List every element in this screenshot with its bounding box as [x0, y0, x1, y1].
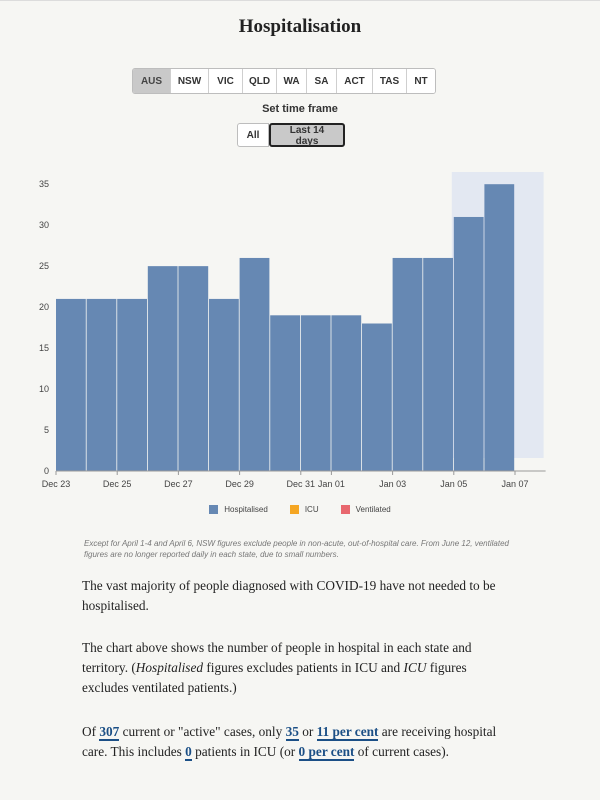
- hospital-count-stat[interactable]: 35: [285, 724, 299, 741]
- state-selector: AUS NSW VIC QLD WA SA ACT TAS NT: [132, 68, 436, 94]
- x-tick-label: Dec 29: [225, 479, 254, 489]
- x-tick-label: Jan 01: [318, 479, 345, 489]
- chart-title: Hospitalisation: [238, 16, 362, 37]
- active-cases-stat[interactable]: 307: [99, 724, 120, 741]
- explainer-em-icu: ICU: [403, 660, 427, 675]
- timeframe-all-button[interactable]: All: [237, 123, 269, 147]
- legend-swatch-icu: [289, 505, 299, 514]
- top-divider: [0, 0, 600, 1]
- paragraph-stats-text: Of 307 current or "active" cases, only 3…: [82, 722, 512, 762]
- bar-hospitalised: [300, 315, 331, 471]
- bar-hospitalised: [86, 298, 117, 471]
- explainer-text-1: The chart above shows the number of peop…: [82, 640, 472, 675]
- y-tick-label: 5: [44, 425, 49, 435]
- hospitalisation-bar-chart: 0 5 10 15 20 25 30 35 Dec 23 Dec 25 Dec 27 Dec 29 De…: [39, 172, 546, 489]
- bar-hospitalised: [423, 257, 453, 471]
- icu-percent-stat[interactable]: 0 per cent: [298, 744, 355, 761]
- y-tick-label: 10: [39, 384, 49, 394]
- state-tab-qld[interactable]: QLD: [243, 69, 277, 93]
- stats-text-4: are receiving hospital care. This includ…: [82, 724, 497, 759]
- state-tab-nsw[interactable]: NSW: [171, 69, 209, 93]
- state-tab-nt[interactable]: NT: [407, 69, 435, 93]
- y-tick-label: 0: [44, 466, 49, 476]
- bar-hospitalised: [270, 315, 300, 471]
- bar-hospitalised: [209, 298, 239, 471]
- stats-text-1: Of: [82, 724, 100, 739]
- bar-hospitalised: [331, 315, 362, 471]
- legend-item-icu: ICU: [289, 505, 319, 514]
- legend-label-icu: ICU: [304, 505, 319, 514]
- state-tab-wa[interactable]: WA: [277, 69, 307, 93]
- legend-item-ventilated: Ventilated: [340, 505, 391, 514]
- x-tick-label: Jan 05: [440, 479, 467, 489]
- bar-hospitalised: [239, 257, 270, 471]
- explainer-em-hospitalised: Hospitalised: [135, 660, 204, 675]
- timeframe-selector: All Last 14 days: [237, 123, 345, 147]
- legend-label-ventilated: Ventilated: [355, 505, 391, 514]
- explainer-text-2: figures excludes patients in ICU and: [203, 660, 404, 675]
- legend-label-hospitalised: Hospitalised: [224, 505, 268, 514]
- paragraph-intro: The vast majority of people diagnosed wi…: [82, 576, 512, 616]
- stats-text-5: patients in ICU (or: [191, 744, 299, 759]
- bar-hospitalised: [117, 298, 147, 471]
- stats-text-6: of current cases).: [354, 744, 449, 759]
- y-tick-label: 15: [39, 343, 49, 353]
- timeframe-last-14-days-button[interactable]: Last 14 days: [269, 123, 345, 147]
- x-tick-label: Jan 07: [501, 479, 528, 489]
- bar-hospitalised: [178, 266, 209, 471]
- legend-swatch-hospitalised: [209, 505, 219, 514]
- x-tick-label: Dec 25: [103, 479, 132, 489]
- x-tick-label: Dec 23: [42, 479, 71, 489]
- bar-hospitalised: [147, 266, 178, 471]
- y-tick-label: 35: [39, 179, 49, 189]
- state-tab-sa[interactable]: SA: [307, 69, 337, 93]
- bar-hospitalised: [56, 298, 86, 471]
- legend-item-hospitalised: Hospitalised: [209, 505, 268, 514]
- bar-hospitalised: [392, 257, 423, 471]
- paragraph-intro-text: The vast majority of people diagnosed wi…: [82, 578, 496, 613]
- bar-hospitalised: [453, 216, 484, 471]
- bar-hospitalised: [362, 323, 392, 471]
- paragraph-stats: Of 307 current or "active" cases, only 3…: [82, 722, 512, 762]
- y-tick-label: 30: [39, 220, 49, 230]
- y-tick-label: 25: [39, 261, 49, 271]
- stats-text-2: current or "active" cases, only: [119, 724, 286, 739]
- paragraph-explainer-text: The chart above shows the number of peop…: [82, 638, 512, 698]
- legend-swatch-ventilated: [340, 505, 350, 514]
- y-tick-label: 20: [39, 302, 49, 312]
- state-tab-aus[interactable]: AUS: [133, 69, 171, 93]
- stats-text-3: or: [298, 724, 317, 739]
- state-tab-act[interactable]: ACT: [337, 69, 373, 93]
- bar-hospitalised: [484, 184, 515, 471]
- chart-legend: Hospitalised ICU Ventilated: [0, 505, 600, 514]
- explainer-text-3: figures excludes ventilated patients.): [82, 660, 467, 695]
- paragraph-explainer: The chart above shows the number of peop…: [82, 638, 512, 698]
- x-tick-label: Dec 31: [287, 479, 316, 489]
- chart-footnote: Except for April 1-4 and April 6, NSW fi…: [84, 539, 509, 559]
- state-tab-vic[interactable]: VIC: [209, 69, 243, 93]
- state-tab-tas[interactable]: TAS: [373, 69, 407, 93]
- x-tick-label: Dec 27: [164, 479, 193, 489]
- timeframe-label: Set time frame: [262, 103, 338, 115]
- icu-count-stat[interactable]: 0: [185, 744, 192, 761]
- hospital-percent-stat[interactable]: 11 per cent: [316, 724, 379, 741]
- x-tick-label: Jan 03: [379, 479, 406, 489]
